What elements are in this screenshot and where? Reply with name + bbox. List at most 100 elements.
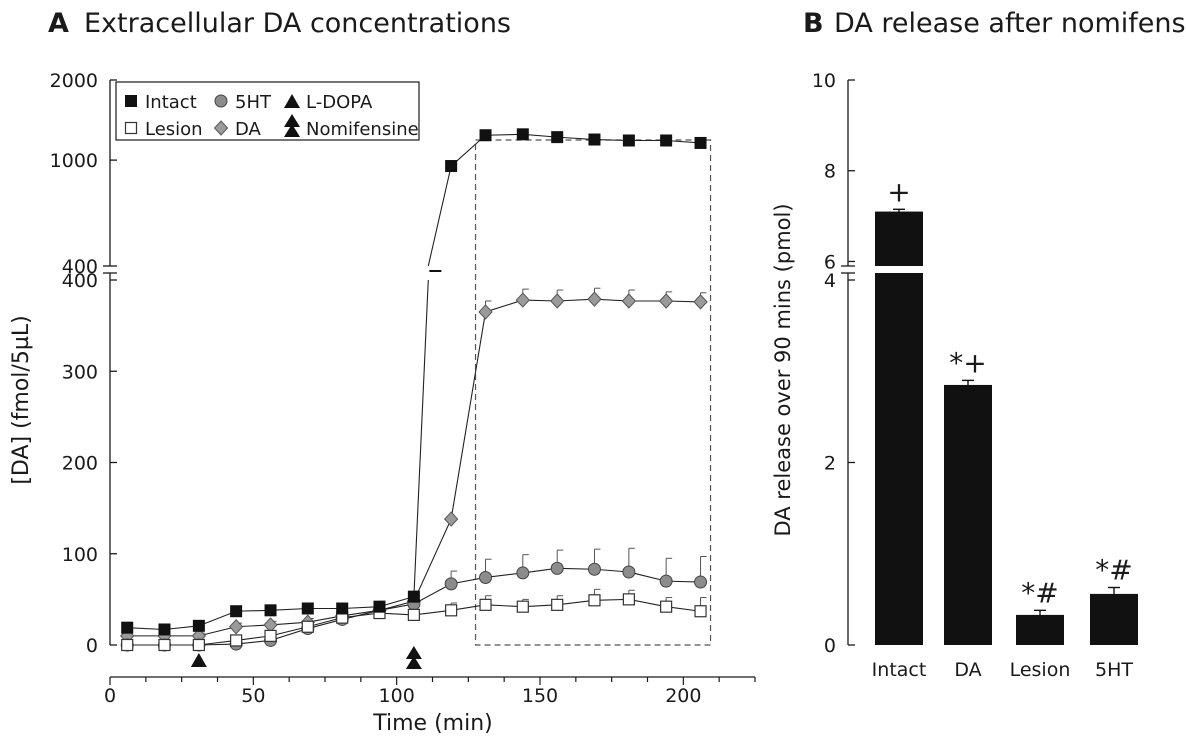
data-point: [622, 593, 635, 606]
legend-symbol: [284, 114, 300, 127]
nomifensine-marker: [405, 646, 422, 659]
panel-a-title: Extracellular DA concentrations: [84, 8, 511, 39]
y-tick-label: 300: [62, 361, 98, 383]
data-point: [551, 131, 564, 144]
significance-label: *#: [1095, 554, 1132, 587]
data-point: [587, 291, 602, 307]
significance-label: *#: [1021, 576, 1058, 609]
data-point: [264, 604, 277, 617]
legend-symbol: [124, 121, 138, 135]
data-point: [659, 574, 673, 588]
y-tick-label: 0: [86, 635, 98, 657]
panel-b-title: DA release after nomifensine: [834, 8, 1186, 39]
data-point: [622, 134, 635, 147]
data-point: [551, 598, 564, 611]
legend-label: DA: [235, 119, 262, 140]
y-tick-label: 8: [824, 161, 836, 183]
data-point: [228, 619, 244, 635]
data-point: [158, 638, 171, 652]
data-point: [550, 293, 565, 309]
panel-a-x-ticks: 0 50 100 150 200: [104, 677, 756, 707]
panel-b-ylabel: DA release over 90 mins (pmol): [771, 203, 795, 536]
data-point: [158, 623, 171, 636]
panel-b-bars: + Intact *+ DA *# Lesion *# 5HT: [872, 175, 1138, 681]
data-point: [660, 600, 673, 613]
data-point: [373, 600, 386, 613]
y-tick-label: 2: [824, 453, 836, 475]
panel-a-y-ticks-lower: 0 100 200 300 400: [62, 270, 117, 657]
data-point: [407, 590, 420, 603]
data-point: [192, 619, 205, 632]
panel-a-ylabel: [DA] (fmol/5µL): [9, 315, 34, 484]
x-tick-label: 150: [522, 685, 558, 707]
x-category-label: Lesion: [1010, 659, 1071, 681]
data-point: [479, 570, 493, 584]
ldopa-marker: [190, 653, 207, 667]
y-tick-label: 2000: [50, 70, 98, 92]
data-point: [407, 608, 420, 621]
legend-marker: [213, 120, 229, 136]
data-point: [478, 304, 493, 320]
panel-b-y-ticks: 6 8 10 0 2 4: [812, 70, 855, 657]
legend-marker: [284, 94, 300, 108]
data-point: [621, 293, 637, 309]
y-tick-label: 100: [62, 544, 98, 566]
x-tick-label: 50: [241, 685, 265, 707]
data-point: [588, 133, 601, 146]
y-tick-label: 4: [824, 270, 836, 292]
data-point: [479, 598, 492, 611]
panel-a-axes: [103, 80, 755, 678]
legend-label: 5HT: [235, 92, 272, 113]
data-point: [479, 129, 492, 142]
legend-marker: [124, 121, 138, 135]
data-point: [694, 136, 707, 149]
series-lesion: [121, 588, 707, 652]
data-point: [588, 594, 601, 607]
legend-symbol: [214, 94, 228, 108]
data-point: [121, 638, 134, 652]
data-point: [443, 511, 459, 527]
data-point: [230, 634, 243, 647]
data-point: [230, 605, 243, 618]
legend-marker: [284, 114, 300, 137]
data-point: [658, 293, 674, 309]
legend-marker: [125, 95, 137, 107]
x-category-label: DA: [954, 659, 981, 681]
treatment-markers: [190, 646, 422, 669]
y-tick-label: 400: [62, 256, 98, 278]
y-tick-label: 200: [62, 453, 98, 475]
data-point: [550, 561, 564, 575]
data-point: [516, 128, 529, 141]
panel-a-series: [120, 128, 708, 652]
data-point: [445, 604, 458, 617]
legend-label: Intact: [145, 92, 197, 113]
nomifensine-marker: [405, 656, 422, 669]
y-tick-label: 0: [824, 635, 836, 657]
data-point: [622, 565, 636, 579]
data-point: [694, 575, 708, 589]
data-point: [264, 629, 277, 642]
bar-da: [944, 384, 992, 645]
data-point: [301, 620, 314, 633]
data-point: [445, 160, 458, 173]
data-point: [516, 600, 529, 613]
x-tick-label: 200: [665, 685, 701, 707]
data-point: [121, 621, 134, 634]
panel-b-axes: [841, 80, 855, 645]
data-point: [694, 605, 707, 618]
data-point: [660, 134, 673, 147]
data-point: [516, 566, 530, 580]
data-point: [301, 602, 314, 615]
legend-symbol: [213, 120, 229, 136]
bar-lesion: [1016, 614, 1064, 645]
y-tick-label: 400: [62, 270, 98, 292]
legend-symbol: [284, 124, 300, 137]
y-tick-label: 1000: [50, 150, 98, 172]
data-point: [444, 577, 458, 591]
x-category-label: Intact: [872, 659, 927, 681]
data-point: [587, 562, 601, 576]
legend-marker: [214, 94, 228, 108]
bar-intact: [875, 211, 923, 645]
x-tick-label: 0: [104, 685, 116, 707]
